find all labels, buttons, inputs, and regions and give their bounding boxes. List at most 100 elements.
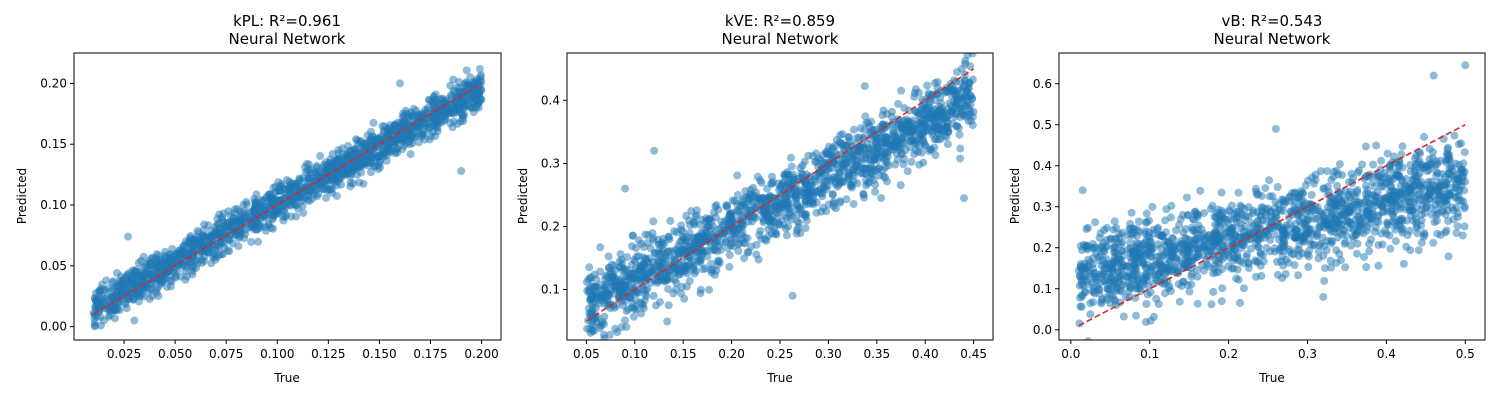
scatter-point [632,276,641,285]
scatter-point [1301,181,1310,190]
x-tick-label: 0.125 [311,347,345,361]
scatter-point [1319,215,1328,224]
scatter-point [398,145,407,153]
scatter-point [163,282,172,291]
scatter-point [725,262,734,271]
scatter-point [1419,191,1428,200]
scatter-point [1444,252,1453,261]
y-axis-label: Predicted [1008,168,1022,224]
scatter-point [1454,140,1463,149]
scatter-point [1102,223,1111,232]
scatter-point [137,290,146,299]
scatter-point [1149,225,1158,234]
scatter-point [1084,223,1092,232]
x-tick-label: 0.40 [912,347,939,361]
scatter-point [725,211,734,219]
scatter-point [849,200,858,208]
scatter-point [880,150,889,159]
scatter-point [1218,211,1227,220]
scatter-point [961,92,970,101]
scatter-point [897,123,906,132]
scatter-point [1177,247,1186,256]
scatter-point [969,108,978,116]
scatter-point [1182,193,1191,202]
scatter-point [858,141,867,150]
scatter-point [915,160,924,169]
x-axis-label: True [766,371,793,385]
y-tick-label: 0.3 [541,156,560,170]
scatter-point [1127,208,1136,217]
scatter-point [269,224,278,233]
scatter-point [1372,141,1381,150]
scatter-point [1132,252,1141,261]
scatter-point [1383,149,1392,158]
scatter-point [739,238,748,247]
scatter-point [1075,272,1084,281]
scatter-point [1118,228,1127,237]
scatter-point [703,223,712,232]
scatter-point [1084,337,1092,340]
scatter-point [1227,201,1236,210]
scatter-point [226,223,235,232]
scatter-point [1353,239,1362,248]
scatter-point [1214,205,1223,214]
scatter-point [817,167,825,176]
scatter-point [1111,243,1120,251]
scatter-point [271,189,279,198]
y-tick-label: 0.0 [1033,323,1052,337]
scatter-point [1142,245,1151,253]
scatter-point [893,155,902,164]
scatter-point [1193,299,1202,308]
scatter-point [420,135,429,144]
scatter-point [1158,252,1167,261]
scatter-point [108,278,117,287]
scatter-point [1281,197,1290,206]
scatter-point [734,247,743,255]
scatter-point [641,230,650,239]
scatter-point [255,220,264,229]
scatter-point [796,164,805,172]
scatter-point [1389,152,1398,161]
scatter-point [1204,262,1213,271]
scatter-point [910,92,919,101]
scatter-point [785,210,794,219]
scatter-point [96,321,105,330]
scatter-point [1321,264,1329,273]
scatter-point [1427,185,1435,193]
scatter-point [1230,209,1239,218]
scatter-point [395,135,404,144]
scatter-point [871,187,879,196]
scatter-point [622,307,631,316]
scatter-point [196,235,205,244]
scatter-point [1132,278,1141,287]
scatter-point [1116,274,1125,283]
scatter-point [1452,184,1460,192]
scatter-point [356,148,365,157]
scatter-point [603,289,612,298]
scatter-point [1125,225,1134,234]
scatter-point [1167,201,1176,210]
scatter-point [911,85,920,94]
scatter-point [1300,219,1309,228]
scatter-point [308,182,316,191]
plot-frame [1058,52,1486,341]
scatter-point [837,178,846,187]
scatter-point [844,153,853,162]
scatter-point [1376,177,1384,186]
y-axis-label: Predicted [15,168,29,224]
scatter-point [1262,243,1271,252]
scatter-point [1460,222,1469,231]
scatter-point [395,79,404,88]
scatter-point [174,257,183,265]
scatter-point [157,260,166,269]
scatter-point [778,200,787,208]
scatter-point [196,242,205,251]
y-tick-label: 0.2 [1033,241,1052,255]
scatter-point [666,216,675,225]
scatter-point [824,200,833,209]
scatter-point [1273,257,1282,266]
scatter-point [350,164,359,173]
scatter-point [965,78,974,87]
scatter-point [1185,287,1194,296]
scatter-point [1295,239,1304,248]
